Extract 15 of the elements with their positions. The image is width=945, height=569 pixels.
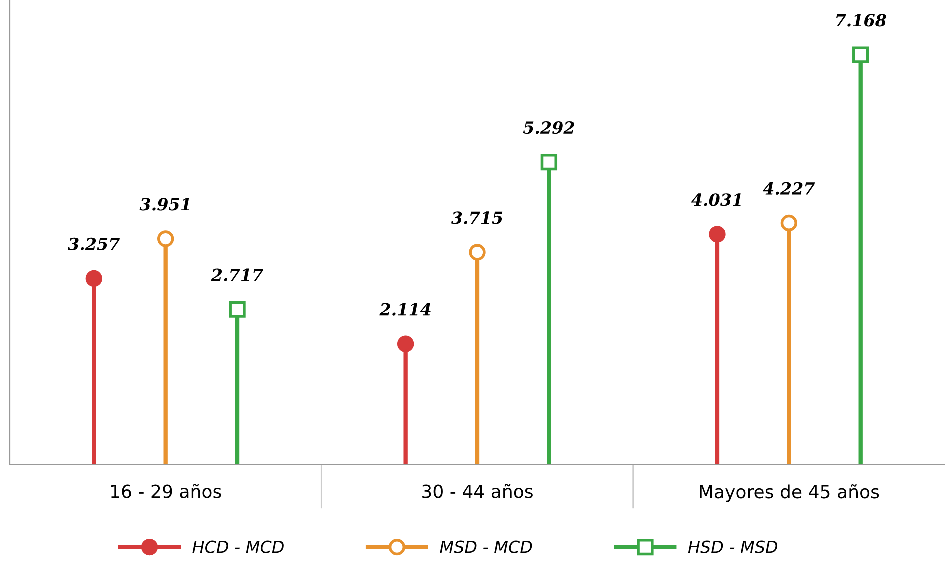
- x-tick-label: Mayores de 45 años: [700, 484, 880, 502]
- data-label: 2.717: [211, 268, 264, 282]
- legend-label: MSD - MCD: [440, 540, 532, 554]
- legend-label: HSD - MSD: [688, 540, 778, 554]
- data-label: 3.951: [140, 198, 190, 211]
- data-label: 4.227: [763, 182, 816, 196]
- x-tick-label: 16 - 29 años: [111, 484, 222, 498]
- x-tick-label: 30 - 44 años: [422, 484, 533, 498]
- data-label: 4.031: [691, 194, 741, 206]
- data-label: 7.168: [836, 14, 886, 27]
- data-label: 3.715: [451, 212, 503, 224]
- data-label: 5.292: [523, 121, 574, 134]
- data-label: 2.114: [380, 303, 431, 316]
- legend-label: HCD - MCD: [192, 540, 284, 554]
- data-label: 3.257: [68, 238, 120, 250]
